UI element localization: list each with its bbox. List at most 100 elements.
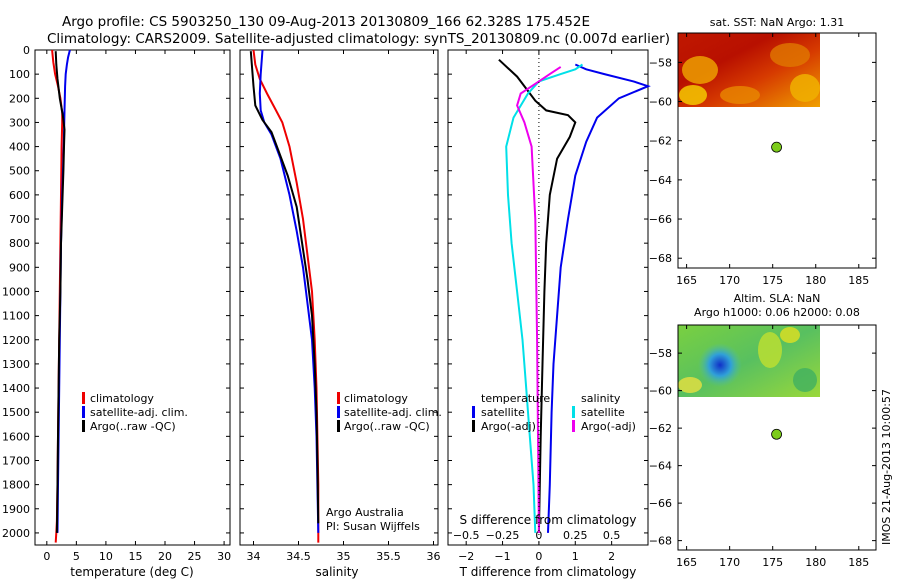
x-tick-label: 15: [128, 550, 142, 563]
depth-tick-label: 1600: [2, 430, 30, 443]
map-y-tick-label: −58: [649, 347, 672, 360]
series-line-temperature-argo-adj-: [498, 58, 577, 533]
depth-tick-label: 1500: [2, 406, 30, 419]
map-y-tick-label: −66: [649, 497, 672, 510]
depth-tick-label: 1800: [2, 479, 30, 492]
map-y-tick-label: −66: [649, 213, 672, 226]
x-tick-label: 34.5: [286, 550, 311, 563]
legend-swatch-argo: [82, 420, 85, 432]
salinity-axes: [239, 49, 439, 546]
imos-timestamp: IMOS 21-Aug-2013 10:00:57: [880, 389, 893, 545]
profile-position-marker-sst: [771, 141, 782, 153]
x-tick-label: −2: [458, 550, 474, 563]
argo-australia-credit: Argo Australia: [326, 506, 404, 519]
temperature-legend: climatology satellite-adj. clim. Argo(..…: [82, 392, 188, 433]
depth-tick-label: 200: [9, 92, 30, 105]
x-tick-label: 0: [535, 550, 542, 563]
depth-tick-label: 2000: [2, 527, 30, 540]
legend-swatch-temp-argo: [472, 420, 475, 432]
top-x-tick-label: −0.5: [453, 529, 480, 542]
depth-tick-label: 0: [23, 44, 30, 57]
salinity-xlabel: salinity: [315, 565, 358, 579]
profile-title: Argo profile: CS 5903250_130 09-Aug-2013…: [62, 14, 590, 30]
x-tick-label: 1: [572, 550, 579, 563]
profile-position-marker-sla: [771, 428, 782, 440]
map-x-tick-label: 185: [848, 556, 869, 569]
map-x-tick-label: 165: [676, 274, 697, 287]
top-x-tick-label: −0.25: [486, 529, 520, 542]
series-line-salinity-argo-adj-: [516, 66, 562, 533]
legend-climatology: climatology: [90, 392, 154, 405]
climatology-subtitle: Climatology: CARS2009. Satellite-adjuste…: [47, 31, 670, 47]
sla-map-axes: [677, 324, 877, 551]
legend-swatch-sal-argo: [572, 420, 575, 432]
series-line-salinity-satellite: [505, 63, 584, 533]
sla-field: [678, 325, 820, 397]
sst-field: [678, 33, 820, 107]
map-y-tick-label: −64: [649, 174, 672, 187]
axis-ticks: 0100200300400500600700800900100011001200…: [2, 33, 876, 569]
series-line-climatology: [252, 49, 320, 543]
x-tick-label: 34: [247, 550, 261, 563]
legend-temp-argo: Argo(-adj): [481, 420, 536, 433]
map-x-tick-label: 180: [805, 556, 826, 569]
s-difference-label: S difference from climatology: [460, 513, 637, 527]
difference-legend: temperature satellite Argo(-adj) salinit…: [472, 392, 636, 433]
depth-tick-label: 1000: [2, 285, 30, 298]
difference-axes: [447, 49, 649, 546]
map-y-tick-label: −68: [649, 252, 672, 265]
x-tick-label: 10: [99, 550, 113, 563]
depth-tick-label: 1400: [2, 382, 30, 395]
map-x-tick-label: 170: [719, 556, 740, 569]
depth-tick-label: 1200: [2, 334, 30, 347]
legend-swatch-satellite: [82, 406, 85, 418]
legend-satellite: satellite-adj. clim.: [90, 406, 188, 419]
legend-satellite: satellite-adj. clim.: [344, 406, 442, 419]
sst-map-axes: [677, 32, 877, 269]
legend-temperature-title: temperature: [481, 392, 550, 405]
legend-swatch-temp-satellite: [472, 406, 475, 418]
legend-swatch-argo: [337, 420, 340, 432]
x-tick-label: 2: [608, 550, 615, 563]
legend-swatch-climatology: [82, 392, 85, 404]
depth-tick-label: 300: [9, 116, 30, 129]
legend-argo: Argo(..raw -QC): [90, 420, 176, 433]
depth-tick-label: 100: [9, 68, 30, 81]
sla-map-title: Altim. SLA: NaN: [734, 292, 821, 305]
legend-salinity-title: salinity: [581, 392, 621, 405]
map-x-tick-label: 180: [805, 274, 826, 287]
legend-sal-satellite: satellite: [581, 406, 625, 419]
depth-tick-label: 800: [9, 237, 30, 250]
sst-map-title: sat. SST: NaN Argo: 1.31: [710, 16, 844, 29]
x-tick-label: 36: [427, 550, 441, 563]
depth-tick-label: 600: [9, 189, 30, 202]
x-tick-label: 30: [217, 550, 231, 563]
depth-tick-label: 1900: [2, 503, 30, 516]
legend-swatch-satellite: [337, 406, 340, 418]
temperature-xlabel: temperature (deg C): [70, 565, 193, 579]
map-y-tick-label: −60: [649, 385, 672, 398]
x-tick-label: 35.5: [376, 550, 401, 563]
map-x-tick-label: 170: [719, 274, 740, 287]
map-y-tick-label: −60: [649, 96, 672, 109]
series-line-argo-raw-qc-: [249, 51, 320, 524]
map-x-tick-label: 175: [762, 556, 783, 569]
t-difference-label: T difference from climatology: [459, 565, 637, 579]
map-x-tick-label: 185: [848, 274, 869, 287]
x-tick-label: 20: [158, 550, 172, 563]
legend-swatch-sal-satellite: [572, 406, 575, 418]
legend-sal-argo: Argo(-adj): [581, 420, 636, 433]
depth-tick-label: 1700: [2, 454, 30, 467]
series-line-argo-raw-qc-: [54, 51, 66, 533]
top-x-tick-label: 0: [535, 529, 542, 542]
temperature-axes: [34, 49, 231, 546]
salinity-legend: climatology satellite-adj. clim. Argo(..…: [326, 392, 442, 533]
map-y-tick-label: −62: [649, 422, 672, 435]
map-x-tick-label: 175: [762, 274, 783, 287]
depth-tick-label: 1100: [2, 310, 30, 323]
map-y-tick-label: −58: [649, 56, 672, 69]
x-tick-label: 5: [73, 550, 80, 563]
map-y-tick-label: −62: [649, 135, 672, 148]
depth-tick-label: 700: [9, 213, 30, 226]
depth-tick-label: 400: [9, 141, 30, 154]
